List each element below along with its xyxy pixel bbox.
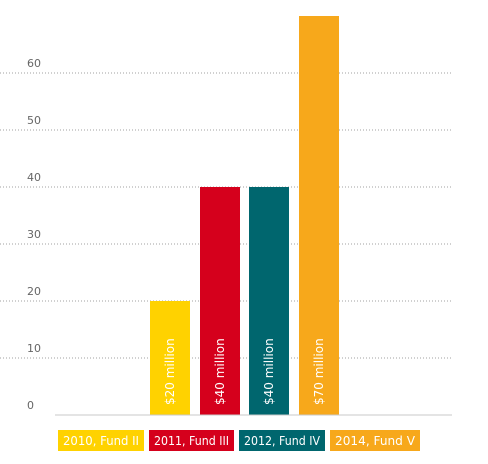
legend-item: 2012, Fund IV — [239, 430, 325, 451]
legend-item: 2010, Fund II — [58, 430, 144, 451]
legend-label: 2014, Fund V — [335, 434, 416, 448]
legend-label: 2010, Fund II — [63, 434, 139, 448]
bar — [200, 187, 240, 415]
y-tick-label: 40 — [27, 171, 41, 184]
bar — [249, 187, 289, 415]
bar-data-label: $70 million — [312, 338, 326, 405]
bar-data-label: $40 million — [262, 338, 276, 405]
legend: 2010, Fund II 2011, Fund III 2012, Fund IV… — [58, 430, 420, 451]
y-tick-label: 20 — [27, 285, 41, 298]
y-tick-label: 50 — [27, 114, 41, 127]
bars: $20 million $40 million $40 million $70 mil… — [150, 16, 339, 415]
bar-data-label: $20 million — [163, 338, 177, 405]
bar-data-label: $40 million — [213, 338, 227, 405]
legend-item: 2011, Fund III — [149, 430, 234, 451]
legend-swatch — [149, 430, 234, 451]
y-tick-label: 10 — [27, 342, 41, 355]
legend-swatch — [330, 430, 420, 451]
legend-label: 2012, Fund IV — [244, 434, 321, 448]
bar — [150, 301, 190, 415]
y-axis-ticks: 0 10 20 30 40 50 60 — [27, 57, 41, 412]
y-tick-label: 30 — [27, 228, 41, 241]
bar — [299, 16, 339, 415]
legend-label: 2011, Fund III — [154, 434, 229, 448]
legend-swatch — [58, 430, 144, 451]
y-tick-label: 60 — [27, 57, 41, 70]
legend-item: 2014, Fund V — [330, 430, 420, 451]
legend-swatch — [239, 430, 325, 451]
y-tick-label: 0 — [27, 399, 34, 412]
